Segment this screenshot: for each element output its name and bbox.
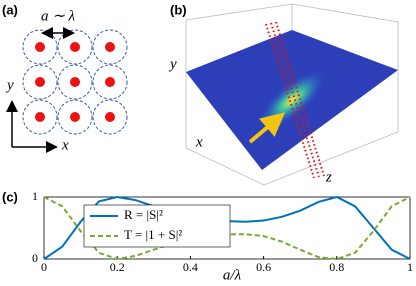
legend-label: R = |S|²	[124, 207, 163, 222]
lattice	[5, 27, 128, 153]
panel-label: (c)	[2, 189, 18, 204]
axis-label: y	[5, 77, 14, 93]
legend-label: T = |1 + S|²	[124, 227, 182, 242]
y-tick-label: 0	[32, 251, 38, 265]
y-tick-label: 1	[32, 189, 38, 203]
x-tick-label: 1	[407, 260, 413, 274]
axes-frame	[43, 196, 411, 260]
x-tick-label: 0.6	[256, 260, 271, 274]
x-tick-label: 0	[41, 260, 47, 274]
field-plot	[185, 3, 399, 186]
x-axis-label: a/λ	[223, 267, 242, 283]
x-tick-label: 0.2	[110, 260, 125, 274]
x-tick-label: 0.4	[183, 260, 198, 274]
panel-label: (b)	[170, 2, 187, 17]
spacing-label: a ∼ λ	[41, 8, 76, 24]
axis-label: x	[195, 134, 203, 150]
legend	[83, 204, 231, 248]
panel-label: (a)	[2, 2, 18, 17]
axis-label: z	[325, 169, 332, 185]
axis-label: x	[61, 137, 69, 153]
x-tick-label: 0.8	[329, 260, 344, 274]
axis-label: y	[168, 56, 177, 72]
